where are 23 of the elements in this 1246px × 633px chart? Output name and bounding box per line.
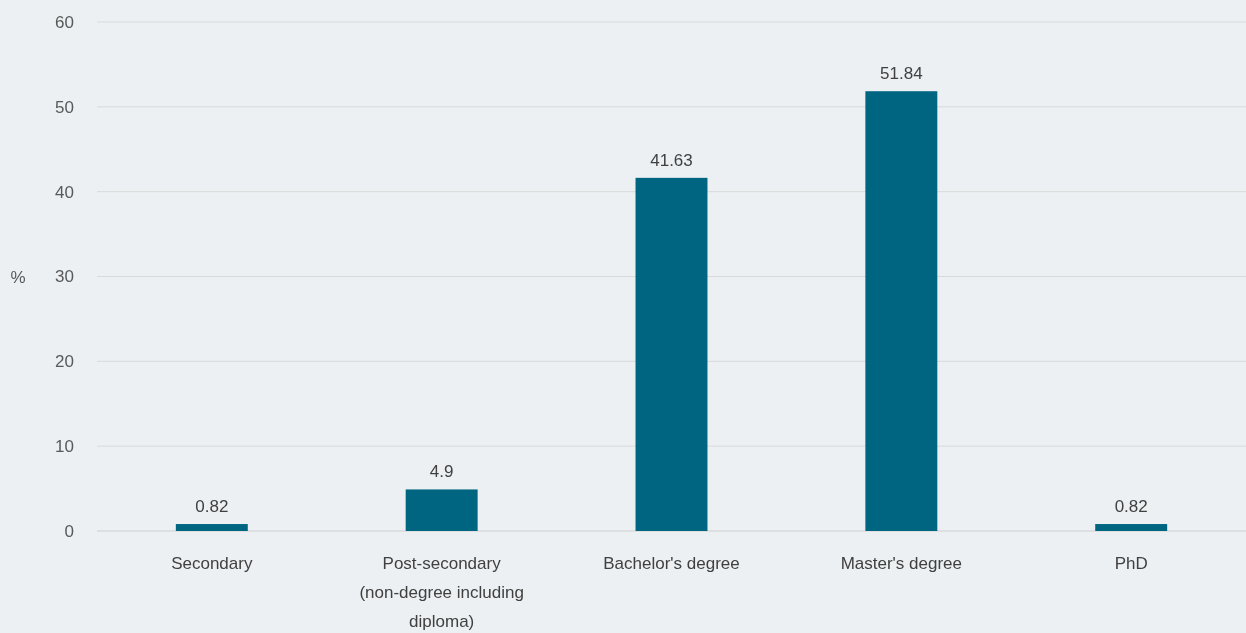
y-tick-label: 0 (64, 521, 74, 541)
x-tick-label: Post-secondary (non-degree including diploma) (359, 554, 524, 631)
x-tick-label: PhD (1114, 554, 1148, 573)
data-label: 51.84 (880, 64, 923, 84)
bar (1095, 524, 1168, 531)
y-tick-label: 40 (55, 182, 74, 202)
bar (865, 91, 938, 531)
x-tick-label: Secondary (171, 554, 253, 573)
y-tick-label: 50 (55, 97, 74, 117)
y-tick-label: 10 (55, 437, 74, 457)
data-label: 0.82 (195, 497, 229, 517)
bar (405, 489, 478, 531)
data-label: 0.82 (1114, 497, 1148, 517)
data-label: 41.63 (650, 150, 693, 170)
x-tick-label: Master's degree (840, 554, 963, 573)
data-label: 4.9 (429, 462, 454, 482)
y-axis-title: % (10, 268, 26, 288)
bar (635, 177, 708, 531)
bar (175, 524, 248, 531)
x-tick-label: Bachelor's degree (603, 554, 740, 573)
y-tick-label: 60 (55, 12, 74, 32)
y-tick-label: 20 (55, 352, 74, 372)
y-tick-label: 30 (55, 267, 74, 287)
